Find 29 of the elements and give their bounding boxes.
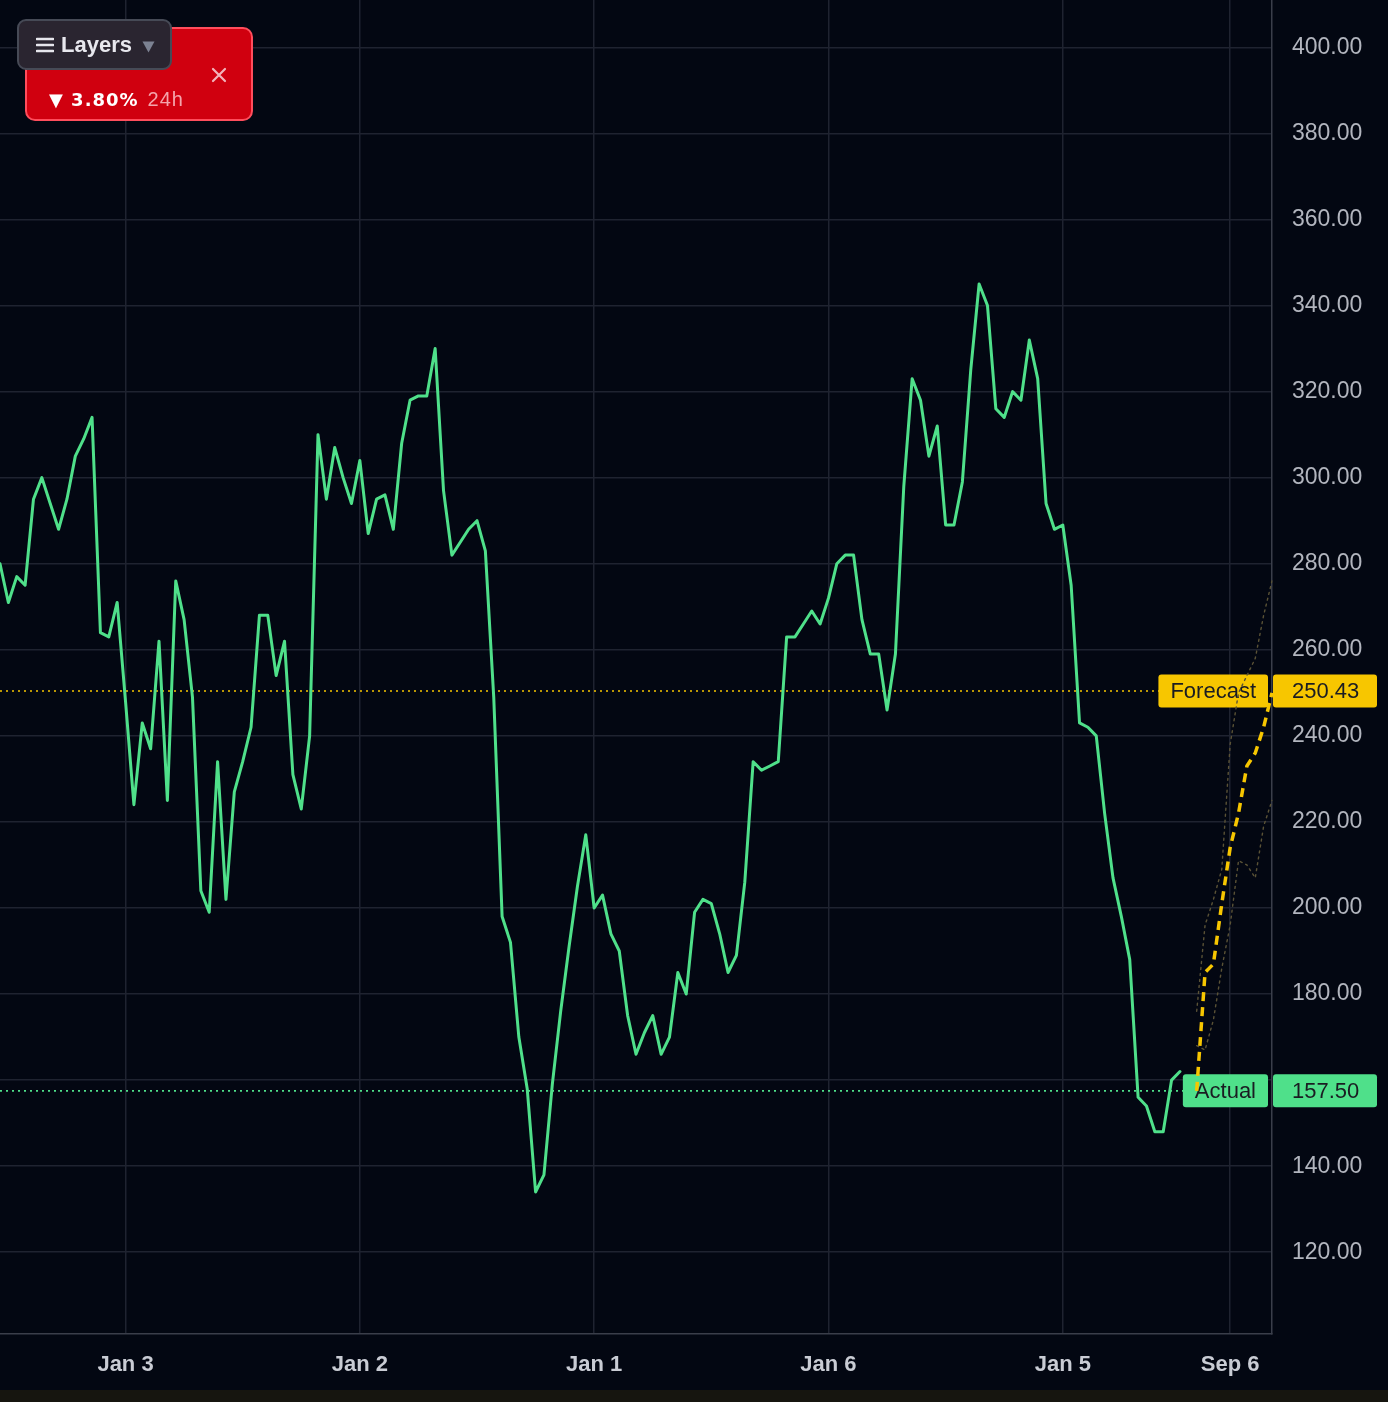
- y-tick-label: 260.00: [1292, 635, 1363, 662]
- annotation: Layers: [61, 32, 132, 57]
- x-tick-label: Jan 1: [566, 1351, 623, 1377]
- annotation: 24h: [147, 88, 184, 110]
- x-tick-label: Jan 5: [1034, 1351, 1091, 1377]
- y-tick-label: 200.00: [1292, 893, 1363, 920]
- y-tick-label: 280.00: [1292, 549, 1363, 576]
- x-tick-label: Jan 2: [331, 1351, 388, 1377]
- dropdown-button: Layers: [17, 19, 172, 70]
- y-tick-label: 340.00: [1292, 290, 1363, 317]
- y-tick-label: 140.00: [1292, 1151, 1363, 1178]
- ref-line-label: Actual: [1194, 1077, 1257, 1103]
- y-tick-label: 300.00: [1292, 463, 1363, 489]
- y-tick-label: 240.00: [1292, 721, 1363, 748]
- y-tick-label: 360.00: [1292, 204, 1363, 231]
- x-tick-label: Jan 3: [97, 1351, 154, 1377]
- y-tick-label: 320.00: [1292, 376, 1363, 403]
- annotation: ▼ 3.80%: [49, 89, 139, 110]
- y-tick-label: 180.00: [1292, 979, 1363, 1006]
- ref-line-label: Forecast: [1170, 678, 1257, 704]
- text: 157.50: [1292, 1077, 1360, 1103]
- x-tick-label: Sep 6: [1200, 1351, 1260, 1377]
- text: 250.43: [1292, 678, 1360, 704]
- x-tick-label: Jan 6: [800, 1351, 857, 1377]
- y-tick-label: 400.00: [1292, 32, 1363, 59]
- y-tick-label: 120.00: [1292, 1237, 1363, 1264]
- line-series: [1195, 799, 1273, 1051]
- y-tick-label: 220.00: [1292, 807, 1363, 834]
- y-tick-label: 380.00: [1292, 118, 1363, 145]
